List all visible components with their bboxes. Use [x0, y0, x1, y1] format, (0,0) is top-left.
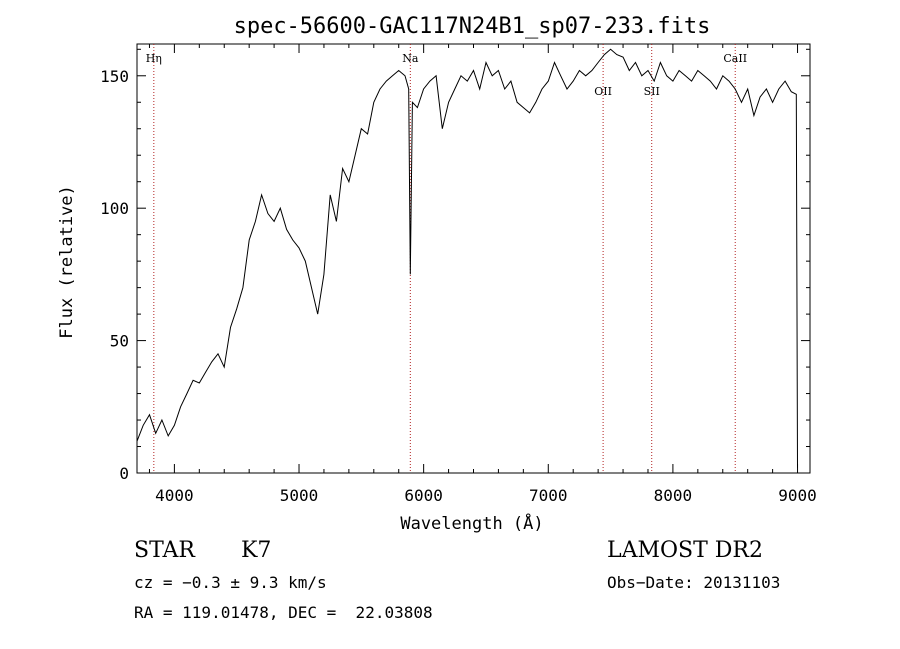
plot-frame [136, 43, 811, 474]
spectral-line-label: Na [402, 52, 419, 65]
y-tick-label: 0 [119, 464, 129, 483]
x-tick-label: 4000 [155, 486, 194, 505]
y-axis-label: Flux (relative) [57, 185, 77, 339]
x-tick-label: 8000 [654, 486, 693, 505]
x-tick-label: 6000 [404, 486, 443, 505]
chart-title: spec-56600-GAC117N24B1_sp07-233.fits [234, 14, 711, 39]
survey-name: LAMOST DR2 [607, 538, 763, 563]
spectral-line-label: Hη [146, 52, 162, 65]
y-tick-label: 100 [100, 199, 129, 218]
x-tick-label: 9000 [778, 486, 817, 505]
y-tick-label: 50 [110, 332, 129, 351]
spectral-line-label: CaII [723, 52, 747, 65]
spectral-line-label: OII [594, 85, 612, 98]
plot-area: 4000 5000 6000 7000 8000 9000 0 50 100 150 Hη Na OII… [100, 43, 817, 505]
x-tick-label: 7000 [529, 486, 568, 505]
spectrum-line [136, 48, 798, 468]
sky-coordinates: RA = 119.01478, DEC = 22.03808 [134, 603, 433, 622]
x-tick-label: 5000 [280, 486, 319, 505]
observation-date: Obs−Date: 20131103 [607, 573, 781, 592]
x-axis-label: Wavelength (Å) [400, 512, 543, 534]
object-class: STAR [134, 538, 195, 563]
redshift-velocity: cz = −0.3 ± 9.3 km/s [134, 573, 327, 592]
object-subclass: K7 [241, 538, 272, 563]
y-tick-label: 150 [100, 67, 129, 86]
spectral-line-label: SII [644, 85, 660, 98]
